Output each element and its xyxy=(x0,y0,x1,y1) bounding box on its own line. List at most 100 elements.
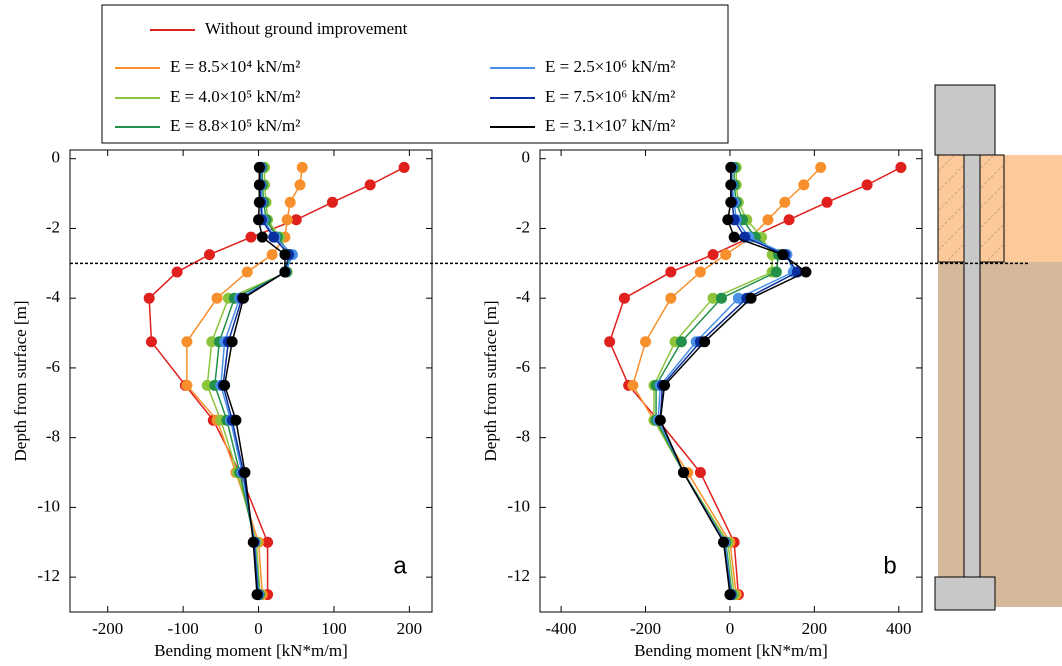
data-point xyxy=(699,336,711,348)
data-point xyxy=(779,196,791,208)
data-point xyxy=(253,161,265,173)
data-point xyxy=(725,179,737,191)
series-line xyxy=(657,167,795,595)
x-tick-label: -100 xyxy=(168,619,199,638)
panel-label: b xyxy=(883,552,896,579)
data-point xyxy=(707,249,719,261)
data-point xyxy=(219,379,231,391)
data-point xyxy=(230,414,242,426)
y-tick-label: -2 xyxy=(46,217,60,236)
pile-wall xyxy=(963,154,981,578)
y-tick-label: -10 xyxy=(507,496,530,515)
data-point xyxy=(253,214,265,226)
data-point xyxy=(247,536,259,548)
data-point xyxy=(181,379,193,391)
data-point xyxy=(364,179,376,191)
y-tick-label: -10 xyxy=(37,496,60,515)
data-point xyxy=(604,336,616,348)
data-point xyxy=(226,336,238,348)
data-point xyxy=(640,336,652,348)
y-tick-label: 0 xyxy=(522,148,531,167)
series-line xyxy=(659,167,808,595)
data-point xyxy=(171,266,183,278)
legend-label: E = 4.0×10⁵ kN/m² xyxy=(170,87,300,106)
data-point xyxy=(722,214,734,226)
data-point xyxy=(279,266,291,278)
data-point xyxy=(815,161,827,173)
data-point xyxy=(678,467,690,479)
data-point xyxy=(253,179,265,191)
data-point xyxy=(281,214,293,226)
x-tick-label: 100 xyxy=(321,619,347,638)
data-point xyxy=(724,589,736,601)
data-point xyxy=(783,214,795,226)
data-point xyxy=(665,292,677,304)
x-tick-label: 200 xyxy=(397,619,423,638)
y-tick-label: 0 xyxy=(52,148,61,167)
data-point xyxy=(181,336,193,348)
data-point xyxy=(143,292,155,304)
data-point xyxy=(861,179,873,191)
data-point xyxy=(294,179,306,191)
data-point xyxy=(716,292,728,304)
data-point xyxy=(725,161,737,173)
x-tick-label: 200 xyxy=(802,619,828,638)
x-axis-label: Bending moment [kN*m/m] xyxy=(154,641,348,660)
data-point xyxy=(725,196,737,208)
y-tick-label: -6 xyxy=(516,357,530,376)
data-point xyxy=(211,292,223,304)
top-cap xyxy=(934,84,996,156)
data-point xyxy=(262,536,274,548)
x-tick-label: 0 xyxy=(254,619,263,638)
panel-label: a xyxy=(393,552,407,579)
y-tick-label: -4 xyxy=(516,287,531,306)
data-point xyxy=(284,196,296,208)
data-point xyxy=(694,266,706,278)
data-point xyxy=(800,266,812,278)
y-tick-label: -8 xyxy=(516,427,530,446)
soil-diagram xyxy=(934,84,1062,611)
series-line xyxy=(220,167,294,595)
data-point xyxy=(256,231,268,243)
data-point xyxy=(675,336,687,348)
x-tick-label: 400 xyxy=(886,619,912,638)
data-point xyxy=(239,467,251,479)
data-point xyxy=(732,292,744,304)
data-point xyxy=(821,196,833,208)
data-point xyxy=(279,249,291,261)
data-point xyxy=(326,196,338,208)
legend-label: E = 8.5×10⁴ kN/m² xyxy=(170,57,300,76)
soil-layer xyxy=(938,262,1062,607)
x-tick-label: -400 xyxy=(546,619,577,638)
data-point xyxy=(237,292,249,304)
series-line xyxy=(222,167,290,595)
data-point xyxy=(659,379,671,391)
data-point xyxy=(618,292,630,304)
data-point xyxy=(296,161,308,173)
legend-label: E = 7.5×10⁶ kN/m² xyxy=(545,87,675,106)
data-point xyxy=(206,336,218,348)
data-point xyxy=(770,266,782,278)
data-point xyxy=(266,249,278,261)
plot-frame xyxy=(69,149,433,613)
x-tick-label: 0 xyxy=(726,619,735,638)
series-line xyxy=(653,167,773,595)
x-tick-label: -200 xyxy=(630,619,661,638)
data-point xyxy=(268,231,280,243)
data-point xyxy=(241,266,253,278)
data-point xyxy=(627,379,639,391)
data-point xyxy=(895,161,907,173)
plot-frame xyxy=(539,149,923,613)
legend-label: E = 2.5×10⁶ kN/m² xyxy=(545,57,675,76)
y-axis-label: Depth from surface [m] xyxy=(481,301,500,462)
data-point xyxy=(145,336,157,348)
data-point xyxy=(718,536,730,548)
series-line xyxy=(608,166,902,595)
data-point xyxy=(745,292,757,304)
y-tick-label: -12 xyxy=(507,566,530,585)
base-block xyxy=(934,576,996,611)
y-axis-label: Depth from surface [m] xyxy=(11,301,30,462)
data-point xyxy=(398,161,410,173)
legend-label: Without ground improvement xyxy=(205,19,408,38)
data-point xyxy=(694,467,706,479)
